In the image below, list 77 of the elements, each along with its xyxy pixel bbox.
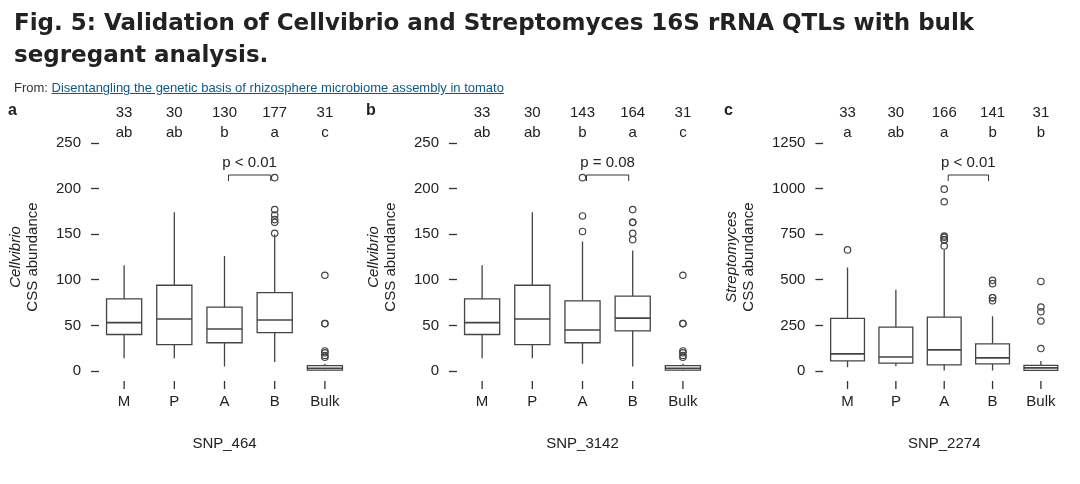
text: ab	[115, 123, 133, 141]
annotation: p = 0.08	[580, 153, 635, 171]
text: 143	[569, 103, 596, 121]
x-axis-title: SNP_3142	[546, 434, 619, 452]
text: 130	[211, 103, 238, 121]
text: 31	[674, 103, 692, 121]
x-tick-label: M	[841, 392, 854, 410]
x-axis-title: SNP_2274	[907, 434, 981, 452]
text: b	[578, 123, 587, 141]
y-tick-label: 50	[422, 315, 440, 333]
text: 30	[523, 103, 541, 121]
text: 31	[1032, 103, 1050, 121]
text: ab	[165, 123, 183, 141]
y-tick-label: 250	[56, 133, 82, 151]
text: 177	[262, 103, 288, 121]
x-axis-title: SNP_464	[192, 434, 257, 452]
text: ab	[473, 123, 491, 141]
y-axis-title: Streptomyces CSS abundance	[721, 202, 756, 312]
text: b	[366, 101, 376, 119]
y-tick-label: 1250	[771, 133, 806, 151]
text: Fig. 5: Validation of Cellvibrio and Streptomyces 16S rRNA QTLs with bulk segregant analysis.	[14, 8, 976, 69]
text: 31	[316, 103, 334, 121]
x-tick-label: B	[269, 392, 280, 410]
y-tick-label: 0	[797, 361, 806, 379]
x-tick-label: A	[577, 392, 588, 410]
text: b	[220, 123, 229, 141]
y-tick-label: 150	[56, 224, 82, 242]
text: 33	[839, 103, 856, 121]
x-tick-label: Bulk	[668, 392, 698, 410]
chart-subtitle: From: Disentangling the genetic basis of rhizosphere microbiome assembly in tomato	[14, 80, 505, 95]
y-tick-label: 0	[72, 361, 82, 379]
text: b	[988, 123, 997, 141]
x-tick-label: P	[890, 392, 901, 410]
text: a	[843, 123, 853, 141]
y-tick-label: 50	[64, 315, 82, 333]
y-tick-label: 200	[414, 178, 440, 196]
y-tick-label: 100	[414, 269, 440, 287]
text: ab	[887, 123, 905, 141]
text: a	[270, 123, 280, 141]
text: c	[724, 101, 733, 119]
text: 33	[473, 103, 491, 121]
x-tick-label: Bulk	[1026, 392, 1056, 410]
x-tick-label: A	[219, 392, 230, 410]
y-tick-label: 1000	[771, 178, 806, 196]
y-tick-label: 500	[780, 269, 806, 287]
text: 30	[887, 103, 905, 121]
y-tick-label: 150	[414, 224, 440, 242]
text: c	[321, 123, 330, 141]
annotation: p < 0.01	[941, 153, 996, 171]
text: a	[8, 101, 17, 119]
x-tick-label: M	[475, 392, 489, 410]
y-tick-label: 250	[414, 133, 440, 151]
y-tick-label: 0	[430, 361, 440, 379]
text: 33	[115, 103, 133, 121]
text: b	[1036, 123, 1046, 141]
text: 30	[165, 103, 183, 121]
text: 141	[980, 103, 1006, 121]
annotation: p < 0.01	[222, 153, 277, 171]
text: 166	[931, 103, 957, 121]
y-axis-title: Cellvibrio CSS abundance	[363, 202, 398, 312]
y-axis-title: Cellvibrio CSS abundance	[5, 202, 40, 312]
text: a	[628, 123, 638, 141]
x-tick-label: M	[117, 392, 131, 410]
y-tick-label: 200	[56, 178, 82, 196]
x-tick-label: A	[939, 392, 950, 410]
x-tick-label: P	[527, 392, 538, 410]
y-tick-label: 250	[780, 315, 806, 333]
y-tick-label: 100	[56, 269, 82, 287]
text: c	[679, 123, 688, 141]
text: a	[940, 123, 950, 141]
x-tick-label: B	[987, 392, 998, 410]
x-tick-label: P	[169, 392, 180, 410]
x-tick-label: B	[627, 392, 638, 410]
text: 164	[620, 103, 646, 121]
y-tick-label: 750	[780, 224, 806, 242]
x-tick-label: Bulk	[310, 392, 340, 410]
text: ab	[523, 123, 541, 141]
